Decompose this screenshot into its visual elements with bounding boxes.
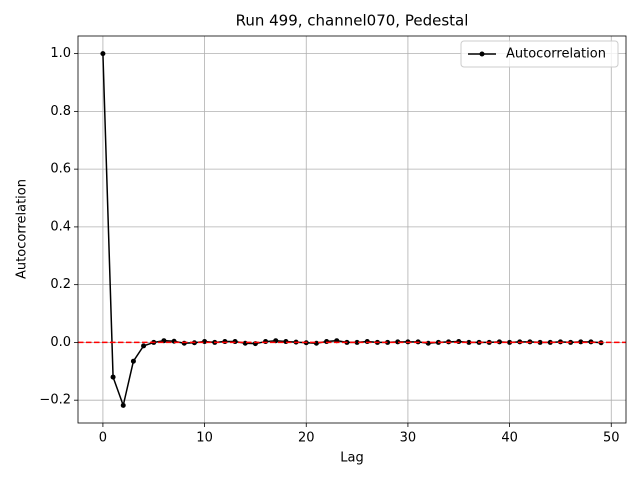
data-point	[100, 51, 106, 57]
legend-box	[460, 40, 619, 68]
data-point	[130, 358, 136, 364]
y-tick-label: 1.0	[50, 46, 71, 61]
data-point	[222, 339, 228, 345]
data-point	[364, 339, 370, 345]
y-tick-label: 0.2	[50, 277, 71, 292]
data-point	[141, 343, 147, 349]
data-point	[324, 339, 330, 345]
data-point	[537, 339, 543, 345]
y-tick-label: −0.2	[39, 393, 71, 408]
y-tick-label: 0.0	[50, 335, 71, 350]
data-point	[283, 339, 289, 345]
x-tick-label: 20	[298, 431, 315, 446]
chart-title: Run 499, channel070, Pedestal	[236, 12, 469, 30]
data-point	[425, 340, 431, 346]
y-axis-label: Autocorrelation	[15, 179, 30, 279]
data-point	[466, 339, 472, 345]
y-tick-label: 0.6	[50, 162, 71, 177]
data-point	[202, 339, 208, 345]
data-point	[263, 339, 269, 345]
plot-frame	[77, 35, 627, 424]
data-point	[232, 339, 238, 345]
data-point	[110, 374, 116, 380]
x-tick-label: 50	[603, 431, 620, 446]
data-point	[385, 339, 391, 345]
data-point	[456, 339, 462, 345]
legend-label: Autocorrelation	[506, 47, 606, 62]
y-tick-label: 0.8	[50, 104, 71, 119]
y-tick-label: 0.4	[50, 219, 71, 234]
data-point	[181, 340, 187, 346]
data-point	[242, 340, 248, 346]
legend-marker	[479, 51, 485, 57]
x-tick-label: 10	[196, 431, 213, 446]
data-point	[120, 402, 126, 408]
data-point	[354, 339, 360, 345]
x-tick-label: 40	[501, 431, 518, 446]
x-tick-label: 30	[400, 431, 417, 446]
data-point	[507, 339, 513, 345]
x-tick-label: 0	[99, 431, 107, 446]
x-axis-label: Lag	[340, 451, 363, 466]
data-point	[313, 340, 319, 346]
data-line	[102, 53, 602, 409]
